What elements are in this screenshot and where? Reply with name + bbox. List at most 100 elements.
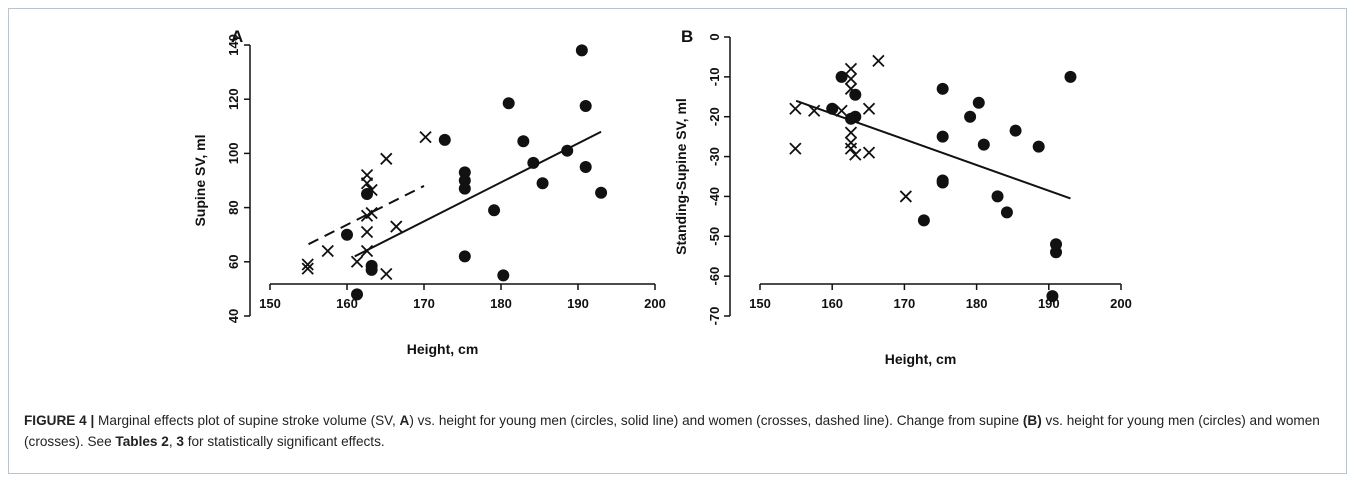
data-point-cross bbox=[844, 62, 858, 76]
data-point-cross bbox=[360, 225, 374, 239]
data-point-circle bbox=[536, 177, 549, 190]
data-point-cross bbox=[849, 148, 862, 161]
caption-text-2: ) vs. height for young men (circles, sol… bbox=[409, 413, 1023, 428]
figure-frame bbox=[8, 8, 1347, 474]
y-axis-title: Supine SV, ml bbox=[192, 134, 208, 226]
data-point-circle bbox=[579, 99, 592, 112]
data-point-circle bbox=[1032, 140, 1045, 153]
x-tick-label: 200 bbox=[1110, 296, 1132, 311]
data-point-circle bbox=[575, 44, 588, 57]
data-point-circle bbox=[936, 130, 949, 143]
data-point-circle bbox=[458, 250, 471, 263]
data-point-cross bbox=[835, 104, 848, 117]
y-tick-label: 0 bbox=[707, 33, 722, 40]
data-point-circle bbox=[561, 144, 574, 157]
caption-tables-ref[interactable]: Tables 2 bbox=[115, 434, 169, 449]
y-tick-label: -10 bbox=[707, 67, 722, 86]
caption-panel-b-ref: (B) bbox=[1022, 413, 1042, 428]
data-point-cross bbox=[365, 183, 378, 197]
data-point-circle bbox=[497, 269, 510, 282]
panel-a-plot: 150 160 170 180 190 200 Height, cm 40 60 80 100 120… bbox=[192, 27, 666, 357]
y-tick-label: 120 bbox=[226, 88, 241, 110]
data-point-cross bbox=[844, 72, 858, 85]
data-point-circle bbox=[849, 88, 862, 101]
data-point-cross bbox=[789, 102, 802, 115]
fit-line-solid bbox=[354, 130, 602, 258]
y-tick-label: 80 bbox=[226, 200, 241, 214]
caption-text-5: for statistically significant effects. bbox=[183, 434, 385, 449]
caption-text-1: Marginal effects plot of supine stroke v… bbox=[94, 413, 400, 428]
data-point-circle bbox=[972, 96, 985, 109]
data-point-cross bbox=[844, 82, 858, 95]
x-axis-title: Height, cm bbox=[407, 341, 479, 357]
y-tick-label: 60 bbox=[226, 255, 241, 269]
data-point-circle bbox=[438, 133, 451, 146]
x-tick-label: 150 bbox=[749, 296, 771, 311]
y-tick-label: 100 bbox=[226, 143, 241, 165]
data-point-circle bbox=[341, 228, 353, 241]
data-point-cross bbox=[844, 142, 858, 155]
data-point-circle bbox=[1000, 206, 1013, 219]
y-tick-label: 140 bbox=[226, 34, 241, 56]
x-tick-label: 200 bbox=[644, 296, 666, 311]
x-tick-label: 180 bbox=[490, 296, 512, 311]
data-point-circle bbox=[517, 135, 530, 148]
data-point-cross bbox=[862, 146, 876, 159]
data-point-circle bbox=[365, 263, 378, 276]
x-tick-label: 170 bbox=[413, 296, 435, 311]
x-tick-label: 190 bbox=[567, 296, 589, 311]
data-point-circle bbox=[1064, 70, 1077, 83]
caption-tables-ref-2[interactable]: 3 bbox=[176, 434, 184, 449]
data-point-cross bbox=[808, 104, 821, 117]
data-point-circle bbox=[502, 97, 515, 110]
y-axis-title: Standing-Supine SV, ml bbox=[673, 98, 689, 255]
fit-line-solid bbox=[795, 99, 1071, 200]
data-point-cross bbox=[321, 244, 334, 258]
panel-label: B bbox=[681, 27, 693, 46]
caption-panel-a-ref: A bbox=[399, 413, 410, 428]
data-point-circle bbox=[849, 110, 862, 123]
y-tick-label: 40 bbox=[226, 309, 241, 323]
data-point-circle bbox=[936, 176, 949, 189]
data-point-cross bbox=[301, 258, 314, 271]
data-point-cross bbox=[360, 244, 374, 258]
x-tick-label: 180 bbox=[966, 296, 988, 311]
figure-caption: FIGURE 4 | Marginal effects plot of supi… bbox=[24, 410, 1334, 452]
data-point-circle bbox=[1009, 124, 1022, 137]
y-tick-label: -30 bbox=[707, 147, 722, 166]
y-tick-label: -20 bbox=[707, 107, 722, 126]
data-point-circle bbox=[488, 204, 501, 217]
panel-label: A bbox=[231, 27, 243, 46]
data-point-circle bbox=[826, 102, 839, 115]
data-point-circle bbox=[835, 70, 848, 83]
data-point-cross bbox=[380, 267, 393, 281]
data-point-cross bbox=[789, 142, 802, 155]
data-point-cross bbox=[301, 262, 314, 275]
data-point-cross bbox=[899, 190, 912, 203]
data-point-circle bbox=[595, 186, 608, 199]
data-point-circle bbox=[1046, 290, 1059, 303]
data-point-cross bbox=[844, 126, 858, 139]
data-point-circle bbox=[579, 160, 592, 173]
y-tick-label: -70 bbox=[707, 307, 722, 326]
caption-text-3: vs. height for young men (circles) and w… bbox=[24, 413, 1320, 449]
data-point-cross bbox=[380, 152, 393, 165]
data-point-cross bbox=[862, 102, 876, 115]
y-tick-label: -60 bbox=[707, 267, 722, 286]
data-point-circle bbox=[917, 214, 930, 227]
data-point-circle bbox=[991, 190, 1004, 203]
data-point-circle bbox=[936, 82, 949, 95]
caption-figure-label: FIGURE 4 | bbox=[24, 413, 95, 428]
data-point-circle bbox=[351, 288, 364, 301]
caption-text-4: , bbox=[168, 434, 177, 449]
x-tick-label: 160 bbox=[336, 296, 358, 311]
data-point-cross bbox=[360, 177, 374, 190]
figure-plots: 150 160 170 180 190 200 Height, cm 40 60 80 100 120… bbox=[192, 27, 1132, 367]
data-point-cross bbox=[419, 131, 432, 144]
data-point-cross bbox=[365, 206, 378, 220]
data-point-cross bbox=[844, 136, 858, 149]
x-axis-title: Height, cm bbox=[885, 351, 957, 367]
x-tick-label: 170 bbox=[894, 296, 916, 311]
data-point-circle bbox=[458, 182, 471, 195]
